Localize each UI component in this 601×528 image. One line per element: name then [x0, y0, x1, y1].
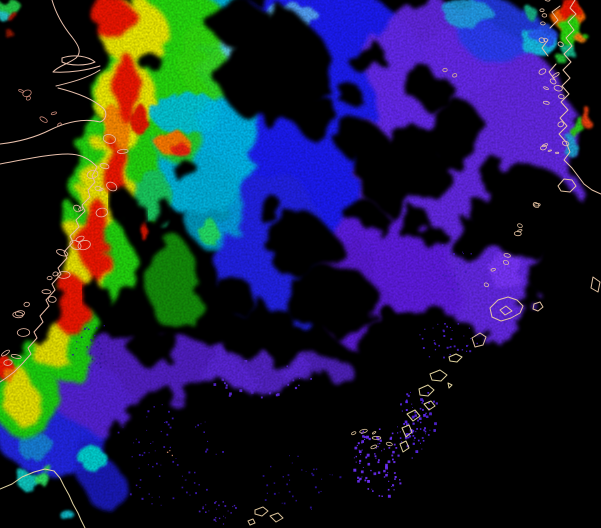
islet-outline	[558, 94, 565, 100]
islet-outline	[77, 240, 91, 251]
islet-outline	[503, 253, 511, 258]
islet-outline	[99, 162, 110, 170]
islet-outline	[540, 21, 546, 26]
islet-outline	[57, 270, 71, 279]
islet-outline	[56, 249, 69, 257]
islet-outline	[39, 116, 48, 123]
islet-outline	[513, 231, 522, 237]
islet-layer	[1, 0, 570, 450]
islet-outline	[533, 203, 541, 207]
islet-outline	[41, 289, 52, 295]
islet-outline	[371, 435, 382, 440]
islet-outline	[102, 134, 116, 144]
islet-outline	[95, 207, 108, 218]
islet-outline	[543, 0, 551, 2]
coast-goto-chain	[399, 353, 463, 453]
islet-outline	[69, 239, 82, 251]
islet-outline	[517, 223, 523, 229]
islet-outline	[16, 328, 31, 337]
islet-outline	[10, 354, 22, 359]
islet-outline	[503, 259, 509, 266]
islet-outline	[1, 349, 10, 357]
islet-outline	[532, 202, 540, 209]
islet-outline	[538, 37, 546, 43]
island-ne-large	[557, 178, 577, 193]
islet-outline	[452, 73, 458, 78]
islands-bottom-center	[247, 506, 284, 526]
islet-outline	[47, 296, 57, 303]
island-south	[471, 332, 487, 348]
coast-jeju	[489, 296, 524, 322]
islet-outline	[555, 151, 560, 155]
coast-hangzhou-bay	[0, 87, 107, 168]
islet-outline	[557, 121, 565, 128]
islets-yellow-sea	[442, 67, 458, 78]
coast-jiangsu	[51, 0, 101, 87]
islet-outline	[483, 282, 490, 288]
islet-outline	[371, 431, 377, 435]
islets-sw-korea	[483, 202, 541, 288]
islet-outline	[46, 276, 53, 281]
islet-outline	[442, 67, 448, 73]
islet-outline	[542, 100, 550, 105]
islet-outline	[557, 41, 564, 47]
island-right-edge	[590, 276, 601, 293]
island-right-small	[532, 301, 544, 312]
islet-outline	[94, 186, 102, 192]
islet-outline	[561, 140, 570, 147]
islet-outline	[538, 68, 547, 75]
islet-outline	[3, 359, 13, 366]
islet-outline	[539, 8, 545, 13]
islet-outline	[106, 181, 118, 192]
islet-outline	[14, 310, 26, 317]
islet-outline	[490, 267, 496, 272]
islet-outline	[117, 148, 129, 154]
islet-outline	[73, 204, 82, 213]
islet-outline	[351, 431, 357, 436]
islet-outline	[553, 85, 563, 92]
islet-outline	[543, 86, 549, 90]
islet-outline	[50, 111, 57, 116]
islet-outline	[23, 301, 30, 307]
islet-outline	[12, 311, 24, 319]
coast-bl-promontory	[0, 468, 86, 528]
islet-outline	[52, 271, 59, 277]
islet-outline	[385, 441, 393, 447]
coast-zhejiang	[0, 166, 98, 383]
islet-outline	[25, 96, 31, 101]
coast-chongming-island	[61, 55, 96, 66]
islet-outline	[541, 143, 549, 148]
islet-outline	[78, 206, 84, 212]
islets-bottom-center	[351, 428, 393, 450]
islet-outline	[370, 444, 378, 450]
islet-outline	[547, 149, 552, 152]
islet-outline	[359, 428, 368, 434]
islet-outline	[540, 144, 547, 151]
islet-outline	[541, 13, 548, 18]
islets-zhoushan	[1, 134, 129, 366]
coast-korea-west	[541, 0, 601, 195]
